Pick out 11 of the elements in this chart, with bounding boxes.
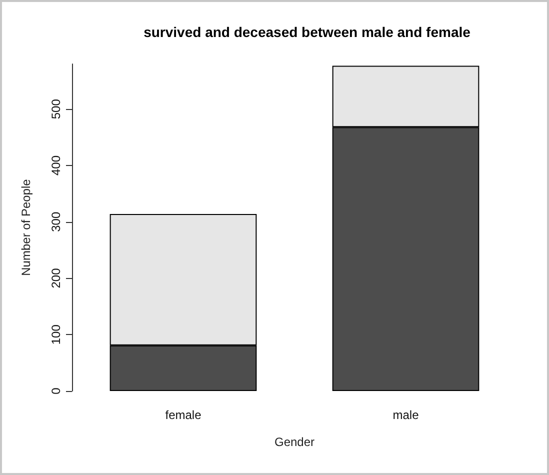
- x-axis-title: Gender: [274, 435, 315, 449]
- x-tick-label: female: [165, 408, 202, 422]
- y-tick-label: 200: [49, 268, 63, 288]
- chart-title: survived and deceased between male and female: [144, 24, 471, 40]
- y-tick-label: 400: [49, 155, 63, 176]
- x-tick-label: male: [392, 408, 420, 422]
- y-tick-label: 100: [49, 324, 63, 345]
- y-axis-title: Number of People: [19, 178, 33, 276]
- y-tick-label: 500: [49, 98, 63, 120]
- y-tick-label: 0: [49, 387, 63, 394]
- y-tick-label: 300: [49, 212, 63, 232]
